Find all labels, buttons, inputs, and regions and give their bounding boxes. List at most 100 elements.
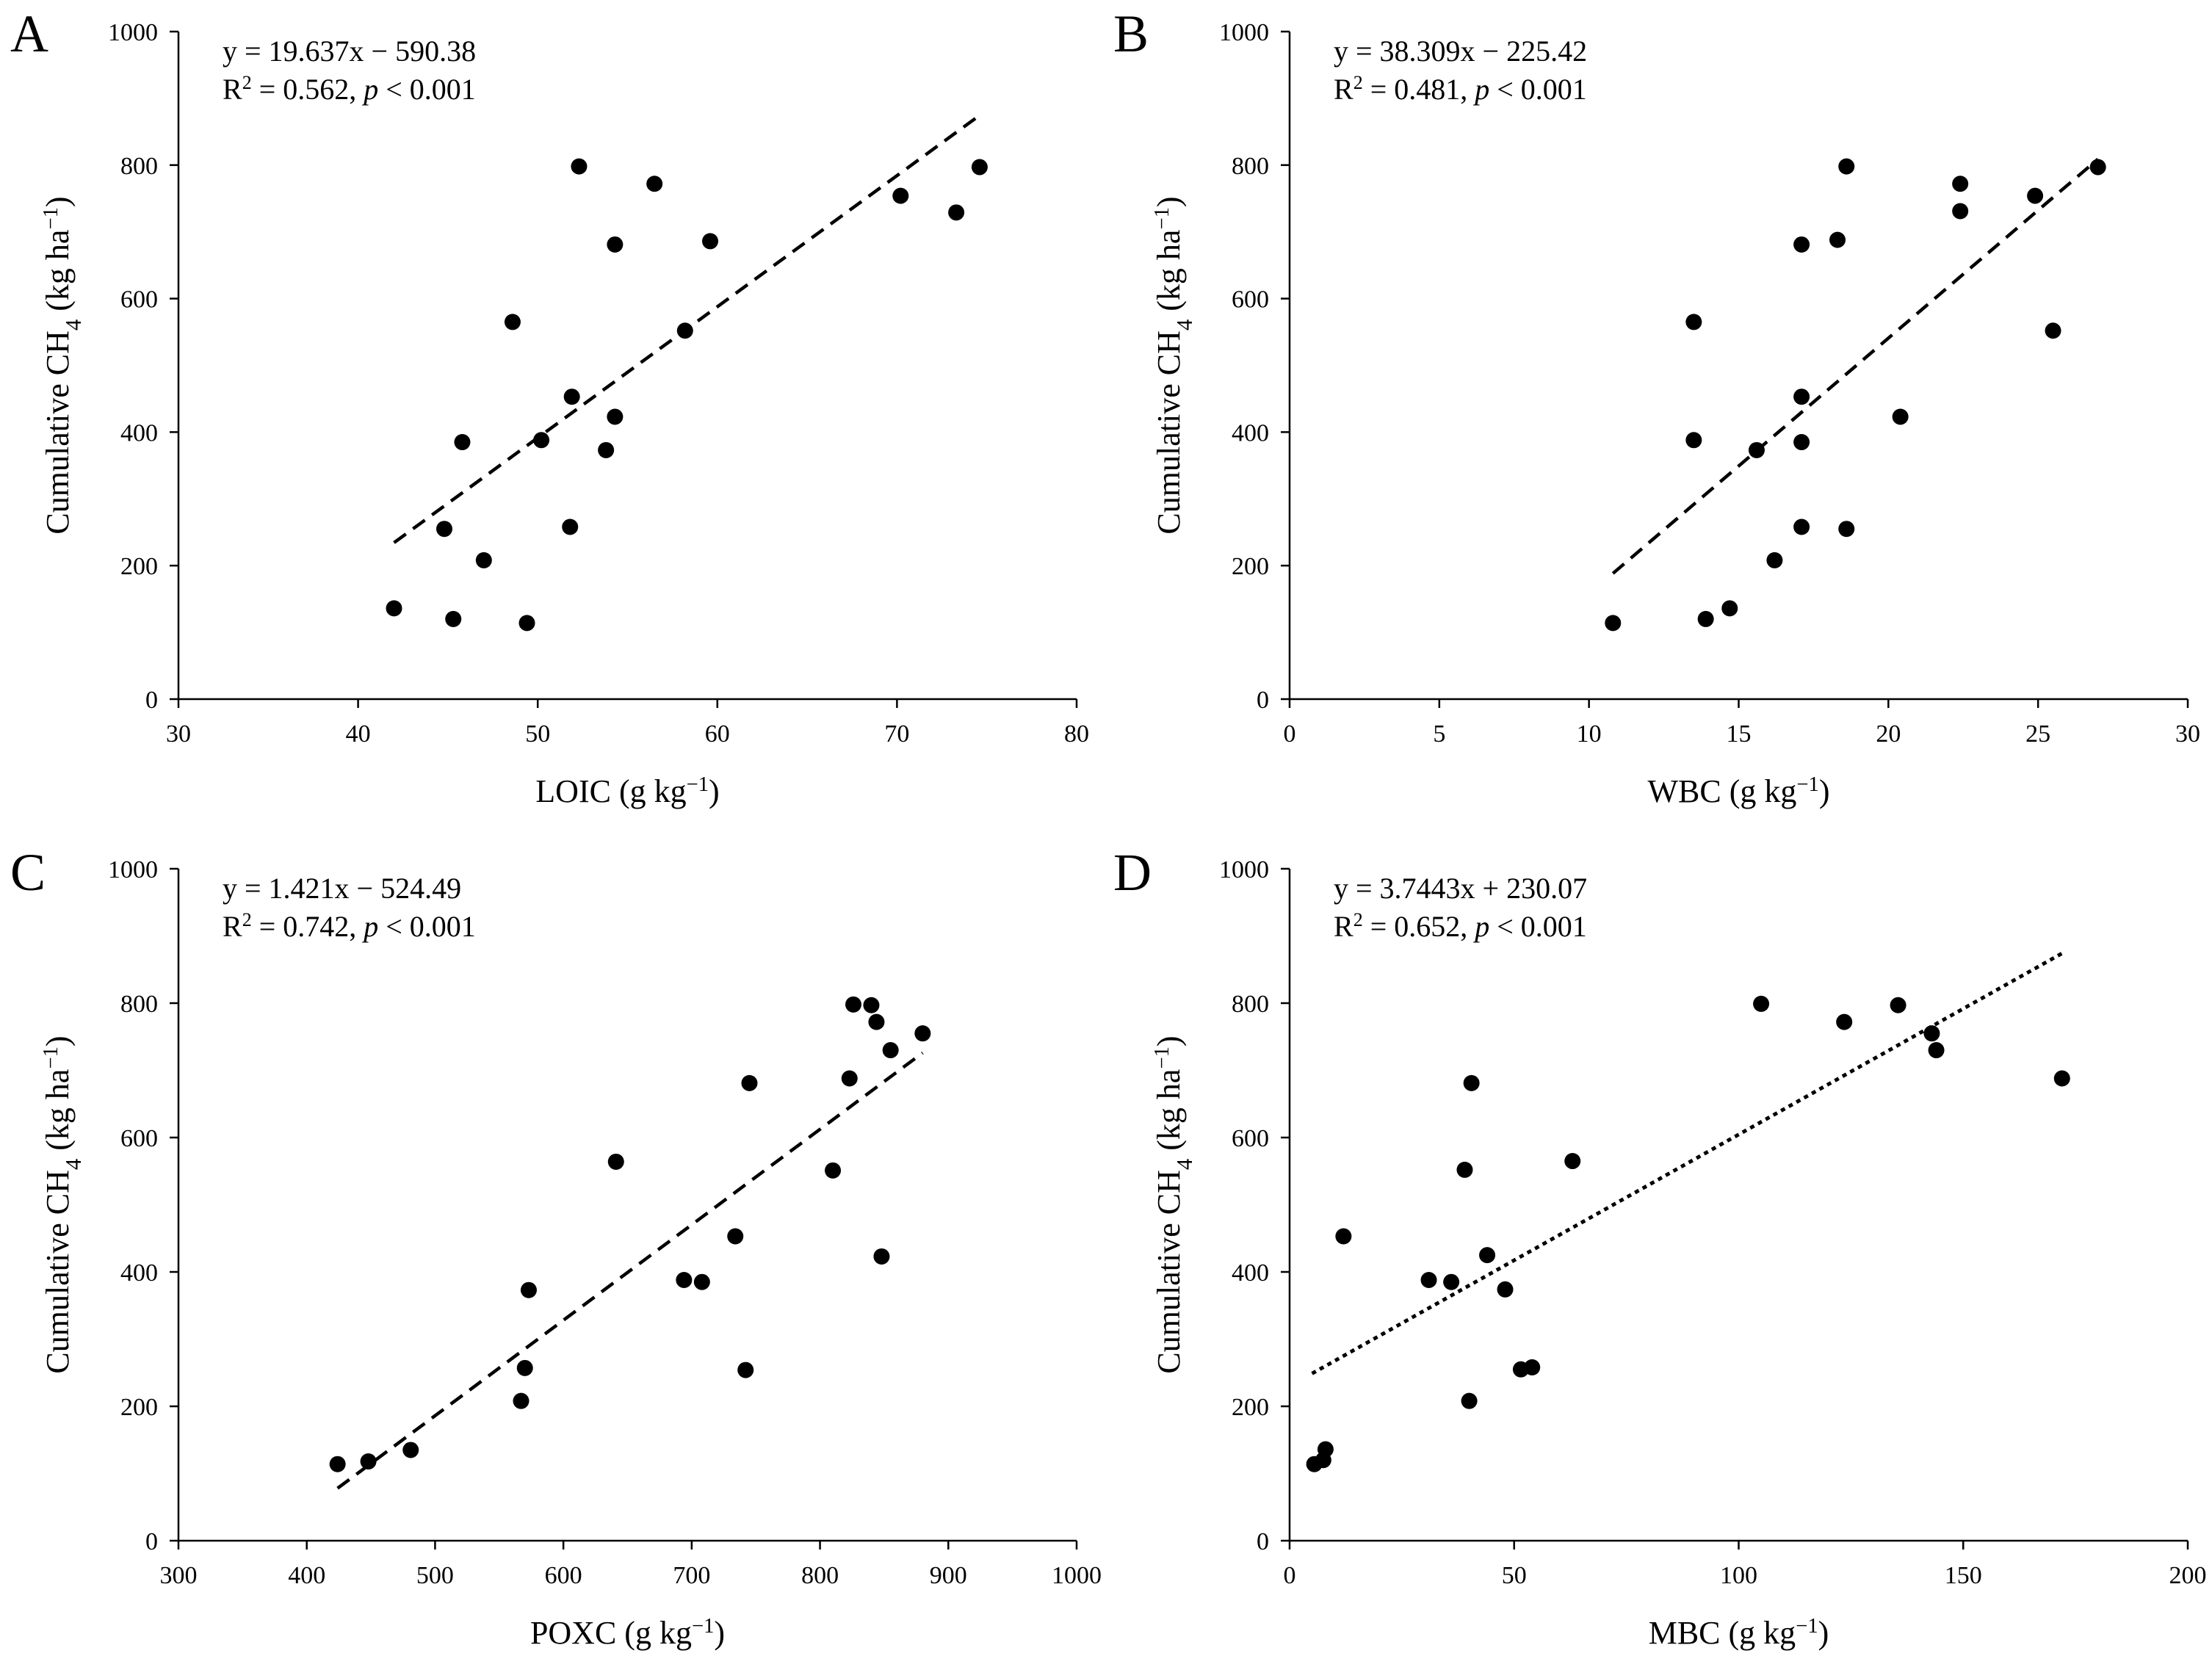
data-point bbox=[676, 322, 693, 339]
data-point bbox=[1721, 600, 1738, 617]
data-point bbox=[607, 1153, 624, 1170]
y-axis-title: Cumulative CH4 (kg ha−1) bbox=[40, 1035, 87, 1373]
data-point bbox=[863, 997, 880, 1013]
panel-c: C 0 200 400 600 800 1000 300 400 500 600 700 800 900 1… bbox=[10, 843, 1102, 1651]
data-point bbox=[563, 388, 580, 405]
data-point bbox=[1793, 518, 1810, 535]
data-point bbox=[1524, 1359, 1541, 1375]
y-tick-label: 200 bbox=[120, 1394, 158, 1421]
y-tick-label: 1000 bbox=[108, 19, 158, 46]
data-point bbox=[1793, 236, 1810, 253]
data-point bbox=[598, 441, 615, 458]
data-point bbox=[571, 158, 588, 175]
y-tick-label: 400 bbox=[120, 419, 158, 446]
data-point bbox=[1697, 610, 1714, 627]
regression-equation: y = 19.637x − 590.38 bbox=[223, 35, 476, 68]
data-point bbox=[1335, 1228, 1352, 1245]
data-point bbox=[1892, 408, 1909, 425]
data-point bbox=[646, 176, 663, 192]
data-point bbox=[1748, 441, 1765, 458]
x-tick-label: 600 bbox=[545, 1562, 582, 1589]
data-point bbox=[360, 1453, 377, 1470]
x-tick-label: 400 bbox=[288, 1562, 325, 1589]
data-point bbox=[1461, 1392, 1478, 1409]
y-axis-title: Cumulative CH4 (kg ha−1) bbox=[40, 196, 87, 534]
data-point bbox=[1420, 1271, 1437, 1288]
x-tick-label: 30 bbox=[2175, 720, 2200, 748]
data-point bbox=[1890, 997, 1906, 1013]
x-tick-label: 25 bbox=[2025, 720, 2050, 748]
data-point bbox=[402, 1442, 419, 1458]
data-point bbox=[1952, 203, 1969, 220]
x-axis-title: MBC (g kg−1) bbox=[1649, 1615, 1829, 1652]
y-tick-label: 800 bbox=[120, 991, 158, 1018]
data-point bbox=[1317, 1441, 1334, 1458]
x-tick-label: 20 bbox=[1876, 720, 1901, 748]
panel-d: D 0 200 400 600 800 1000 0 50 100 150 200 MBC (g kg−… bbox=[1113, 843, 2207, 1651]
trendline bbox=[336, 1051, 924, 1490]
data-point bbox=[445, 610, 462, 627]
data-point bbox=[562, 518, 579, 535]
data-point bbox=[1766, 552, 1783, 568]
data-point bbox=[2089, 159, 2106, 176]
x-tick-label: 70 bbox=[884, 720, 909, 748]
data-point bbox=[533, 432, 550, 449]
data-point bbox=[513, 1392, 529, 1409]
y-axis-title: Cumulative CH4 (kg ha−1) bbox=[1151, 1035, 1198, 1373]
data-point bbox=[1685, 432, 1702, 449]
data-point bbox=[1793, 388, 1810, 405]
x-tick-label: 50 bbox=[525, 720, 550, 748]
data-point bbox=[892, 187, 909, 204]
x-tick-label: 40 bbox=[346, 720, 371, 748]
y-tick-label: 0 bbox=[1257, 1528, 1269, 1555]
x-tick-label: 100 bbox=[1720, 1562, 1757, 1589]
x-tick-label: 0 bbox=[1284, 1562, 1296, 1589]
trendline bbox=[1311, 952, 2064, 1375]
y-tick-label: 200 bbox=[1232, 1394, 1269, 1421]
x-tick-label: 900 bbox=[930, 1562, 967, 1589]
y-tick-label: 1000 bbox=[108, 856, 158, 883]
y-tick-label: 800 bbox=[120, 153, 158, 180]
data-point bbox=[2053, 1070, 2070, 1087]
y-tick-label: 0 bbox=[1257, 687, 1269, 714]
data-point bbox=[607, 236, 624, 253]
panel-letter: B bbox=[1113, 4, 1149, 63]
trendline bbox=[1611, 157, 2100, 575]
data-point bbox=[475, 552, 492, 568]
data-point bbox=[845, 996, 861, 1013]
x-tick-label: 500 bbox=[416, 1562, 454, 1589]
data-point bbox=[2045, 322, 2061, 339]
data-point bbox=[1605, 615, 1622, 632]
x-tick-label: 50 bbox=[1502, 1562, 1527, 1589]
data-point bbox=[868, 1013, 885, 1030]
x-tick-label: 30 bbox=[166, 720, 191, 748]
data-point bbox=[504, 314, 521, 330]
x-tick-label: 60 bbox=[705, 720, 730, 748]
data-point bbox=[1829, 231, 1846, 248]
data-point bbox=[1928, 1042, 1945, 1059]
panel-letter: C bbox=[10, 843, 46, 902]
data-point bbox=[841, 1070, 858, 1087]
y-tick-label: 400 bbox=[120, 1259, 158, 1287]
y-tick-label: 600 bbox=[120, 286, 158, 314]
r-squared-text: R2 = 0.742, p < 0.001 bbox=[223, 909, 476, 944]
x-tick-label: 10 bbox=[1577, 720, 1602, 748]
y-tick-label: 600 bbox=[1232, 1125, 1269, 1152]
x-tick-label: 700 bbox=[673, 1562, 710, 1589]
data-point bbox=[1564, 1153, 1581, 1170]
data-point bbox=[737, 1362, 754, 1378]
data-point bbox=[1923, 1025, 1940, 1042]
x-tick-label: 80 bbox=[1064, 720, 1089, 748]
data-point bbox=[1836, 1013, 1853, 1030]
x-tick-label: 300 bbox=[160, 1562, 198, 1589]
data-point bbox=[1838, 521, 1855, 538]
data-point bbox=[607, 408, 624, 425]
data-point bbox=[1456, 1161, 1473, 1178]
panel-letter: A bbox=[10, 4, 48, 63]
data-point bbox=[1753, 995, 1770, 1012]
y-axis-title: Cumulative CH4 (kg ha−1) bbox=[1151, 196, 1198, 534]
regression-equation: y = 38.309x − 225.42 bbox=[1334, 35, 1587, 68]
data-point bbox=[1463, 1074, 1480, 1091]
data-point bbox=[825, 1162, 842, 1179]
